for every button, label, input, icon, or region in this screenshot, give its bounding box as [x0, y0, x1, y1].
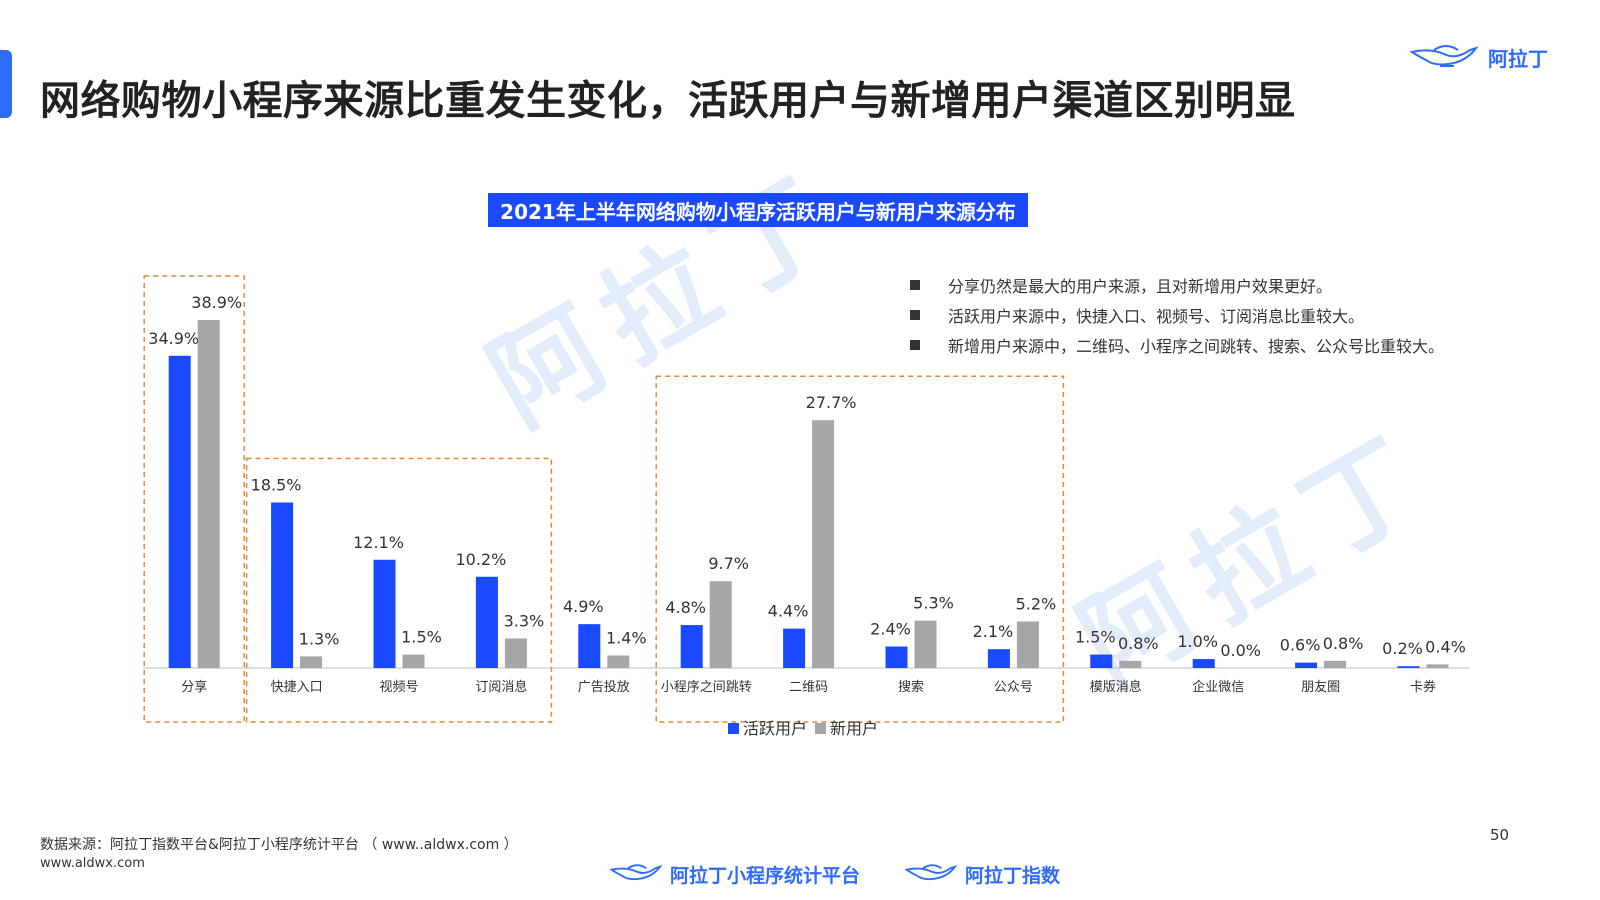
footer-logo-stats: 阿拉丁小程序统计平台 — [609, 860, 861, 889]
data-source: 数据来源：阿拉丁指数平台&阿拉丁小程序统计平台 （ www..aldwx.com… — [40, 837, 518, 853]
data-label: 0.8% — [1323, 634, 1364, 653]
data-label: 0.6% — [1280, 636, 1321, 655]
bar — [709, 581, 732, 668]
data-label: 3.3% — [504, 611, 545, 630]
footer-logo-text: 阿拉丁小程序统计平台 — [670, 865, 861, 887]
genie-lamp-icon — [609, 860, 666, 889]
bar — [783, 628, 806, 668]
data-label: 9.7% — [708, 554, 749, 573]
note-text: 活跃用户来源中，快捷入口、视频号、订阅消息比重较大。 — [948, 307, 1365, 326]
category-label: 搜索 — [898, 680, 924, 695]
data-label: 5.2% — [1016, 594, 1057, 613]
data-label: 2.4% — [870, 620, 911, 639]
highlight-box — [655, 375, 1065, 723]
bar — [1295, 662, 1318, 668]
bar — [812, 420, 835, 668]
data-label: 4.4% — [768, 602, 809, 621]
bar — [504, 638, 527, 668]
bar — [1090, 654, 1113, 668]
bar — [402, 654, 425, 668]
bar — [300, 656, 323, 668]
square-bullet-icon — [910, 280, 920, 290]
category-label: 二维码 — [789, 680, 828, 695]
category-label: 快捷入口 — [271, 680, 323, 695]
data-label: 18.5% — [251, 475, 302, 494]
chart-title: 2021年上半年网络购物小程序活跃用户与新用户来源分布 — [488, 193, 1028, 227]
data-label: 34.9% — [148, 329, 199, 348]
bar — [987, 649, 1010, 668]
data-label: 5.3% — [913, 594, 954, 613]
data-label: 27.7% — [806, 393, 857, 412]
note-item: 活跃用户来源中，快捷入口、视频号、订阅消息比重较大。 — [910, 300, 1444, 330]
bar — [680, 625, 703, 668]
legend-label: 活跃用户 — [743, 719, 807, 738]
category-label: 小程序之间跳转 — [661, 680, 752, 695]
page-number: 50 — [1490, 826, 1510, 844]
bar — [271, 502, 294, 668]
bar — [1324, 660, 1347, 668]
brand-logo-text: 阿拉丁 — [1488, 47, 1548, 71]
data-label: 38.9% — [191, 293, 242, 312]
data-label: 10.2% — [455, 550, 506, 569]
data-label: 4.8% — [665, 598, 706, 617]
bar — [168, 355, 191, 668]
note-text: 分享仍然是最大的用户来源，且对新增用户效果更好。 — [948, 277, 1333, 296]
category-label: 分享 — [181, 679, 207, 695]
bar — [197, 320, 220, 668]
bar — [885, 646, 908, 668]
data-label: 12.1% — [353, 533, 404, 552]
category-label: 企业微信 — [1192, 679, 1244, 695]
data-label: 1.0% — [1177, 632, 1218, 651]
note-item: 新增用户来源中，二维码、小程序之间跳转、搜索、公众号比重较大。 — [910, 330, 1444, 360]
data-label: 0.2% — [1382, 639, 1423, 658]
footer-logo-index: 阿拉丁指数 — [904, 860, 1061, 889]
data-label: 1.4% — [606, 628, 647, 647]
legend-swatch — [815, 723, 826, 734]
genie-lamp-icon — [1409, 40, 1484, 75]
bar — [1426, 664, 1449, 668]
category-label: 订阅消息 — [475, 679, 527, 695]
category-label: 模版消息 — [1090, 679, 1142, 695]
legend-swatch — [728, 723, 739, 734]
legend-label: 新用户 — [830, 719, 878, 738]
category-label: 朋友圈 — [1301, 679, 1340, 695]
square-bullet-icon — [910, 310, 920, 320]
category-label: 视频号 — [379, 680, 418, 695]
note-item: 分享仍然是最大的用户来源，且对新增用户效果更好。 — [910, 270, 1444, 300]
notes-list: 分享仍然是最大的用户来源，且对新增用户效果更好。 活跃用户来源中，快捷入口、视频… — [910, 270, 1444, 360]
footer-logo-text: 阿拉丁指数 — [965, 865, 1061, 887]
bar — [914, 620, 937, 668]
highlight-box — [143, 275, 245, 723]
bar — [1119, 660, 1142, 668]
highlight-box — [245, 457, 553, 723]
bar — [475, 576, 498, 668]
data-label: 2.1% — [973, 622, 1014, 641]
bar — [1016, 621, 1039, 668]
note-text: 新增用户来源中，二维码、小程序之间跳转、搜索、公众号比重较大。 — [948, 337, 1445, 356]
page-title: 网络购物小程序来源比重发生变化，活跃用户与新增用户渠道区别明显 — [40, 78, 1296, 124]
data-label: 1.5% — [401, 628, 442, 647]
data-label: 0.0% — [1220, 641, 1261, 660]
bar — [1192, 659, 1215, 668]
title-accent-bar — [0, 50, 12, 118]
bar — [607, 655, 630, 668]
data-label: 1.3% — [299, 629, 340, 648]
brand-logo: 阿拉丁 — [1409, 40, 1548, 75]
category-label: 公众号 — [994, 680, 1033, 695]
footer-url: www.aldwx.com — [40, 856, 145, 871]
data-label: 4.9% — [563, 597, 604, 616]
bar — [1397, 666, 1420, 668]
genie-lamp-icon — [904, 860, 961, 889]
category-label: 卡券 — [1410, 679, 1436, 695]
data-label: 0.8% — [1118, 634, 1159, 653]
data-label: 0.4% — [1425, 637, 1466, 656]
data-label: 1.5% — [1075, 628, 1116, 647]
bar — [578, 624, 601, 668]
square-bullet-icon — [910, 340, 920, 350]
bar — [373, 559, 396, 668]
category-label: 广告投放 — [578, 679, 630, 695]
